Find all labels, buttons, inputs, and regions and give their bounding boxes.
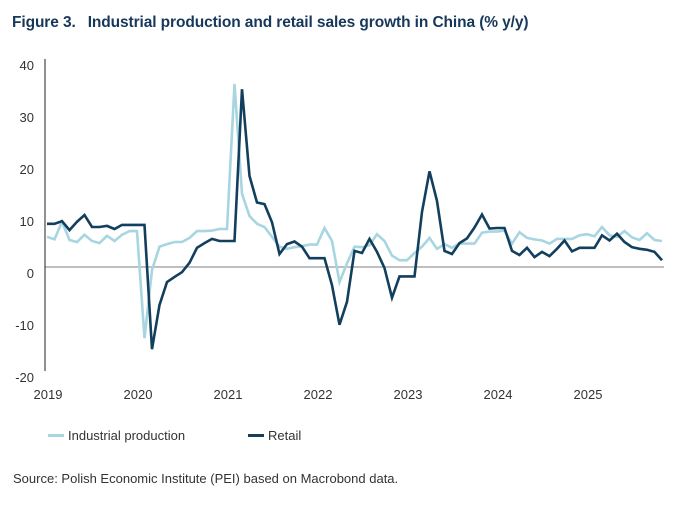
y-tick-label: -20 [15, 370, 34, 385]
x-tick-label: 2021 [214, 387, 243, 402]
x-axis-ticks: 2019 2020 2021 2022 2023 2024 2025 [34, 387, 603, 402]
legend-label-retail: Retail [268, 428, 302, 443]
source-note: Source: Polish Economic Institute (PEI) … [13, 471, 399, 486]
x-tick-label: 2022 [304, 387, 333, 402]
legend-item-industrial-production: Industrial production [48, 428, 185, 443]
x-tick-label: 2024 [484, 387, 513, 402]
x-tick-label: 2019 [34, 387, 63, 402]
line-chart: 40 30 20 10 0 -10 -20 2019 2020 2021 2022 2023 2024… [15, 58, 664, 402]
series-layer [46, 83, 663, 350]
series-line-industrial-production [46, 83, 663, 339]
legend-swatch-industrial-production [48, 434, 64, 437]
x-tick-label: 2023 [394, 387, 423, 402]
y-tick-label: 20 [20, 162, 34, 177]
y-tick-label: 40 [20, 58, 34, 73]
legend-label-industrial-production: Industrial production [68, 428, 186, 443]
legend: Industrial production Retail [0, 428, 682, 446]
x-tick-label: 2025 [574, 387, 603, 402]
y-axis-ticks: 40 30 20 10 0 -10 -20 [15, 58, 34, 385]
legend-item-retail: Retail [248, 428, 301, 443]
y-tick-label: -10 [15, 318, 34, 333]
series-line-retail [47, 89, 663, 350]
y-tick-label: 0 [27, 266, 34, 281]
x-tick-label: 2020 [124, 387, 153, 402]
y-tick-label: 30 [20, 110, 34, 125]
figure-title: Figure 3. Industrial production and retai… [12, 14, 529, 32]
figure-title-text: Industrial production and retail sales g… [87, 14, 529, 31]
figure-number: Figure 3. [12, 14, 76, 31]
y-tick-label: 10 [20, 214, 34, 229]
legend-swatch-retail [248, 434, 264, 437]
